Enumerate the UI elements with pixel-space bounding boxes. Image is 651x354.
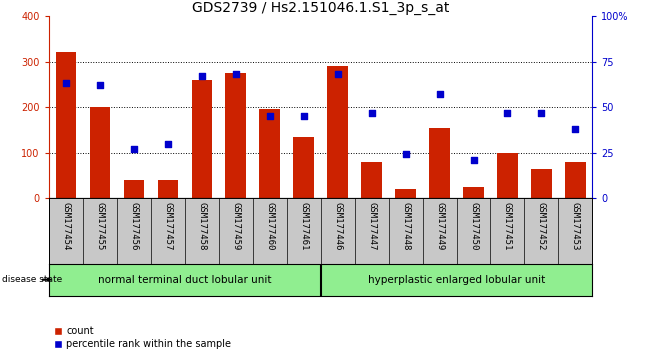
- Bar: [260, 109, 280, 198]
- Point: [61, 81, 71, 86]
- Point: [298, 113, 309, 119]
- Bar: [90, 107, 110, 198]
- Point: [128, 146, 139, 152]
- Text: GSM177446: GSM177446: [333, 201, 342, 250]
- Point: [367, 110, 377, 115]
- Text: GSM177448: GSM177448: [401, 201, 410, 250]
- Bar: [55, 52, 76, 198]
- Point: [94, 82, 105, 88]
- Bar: [464, 187, 484, 198]
- Point: [434, 91, 445, 97]
- Text: GSM177447: GSM177447: [367, 201, 376, 250]
- Text: GSM177456: GSM177456: [130, 201, 138, 250]
- Point: [163, 141, 173, 147]
- Point: [503, 110, 513, 115]
- Text: GSM177452: GSM177452: [537, 201, 546, 250]
- Text: hyperplastic enlarged lobular unit: hyperplastic enlarged lobular unit: [368, 275, 545, 285]
- Legend: count, percentile rank within the sample: count, percentile rank within the sample: [53, 326, 231, 349]
- Bar: [158, 180, 178, 198]
- Text: GSM177450: GSM177450: [469, 201, 478, 250]
- Text: normal terminal duct lobular unit: normal terminal duct lobular unit: [98, 275, 271, 285]
- Text: GSM177458: GSM177458: [197, 201, 206, 250]
- Point: [468, 157, 478, 163]
- Point: [333, 72, 343, 77]
- Text: GSM177449: GSM177449: [435, 201, 444, 250]
- Point: [264, 113, 275, 119]
- Text: disease state: disease state: [2, 275, 62, 284]
- Bar: [327, 66, 348, 198]
- Bar: [361, 162, 381, 198]
- Bar: [294, 137, 314, 198]
- Bar: [124, 180, 144, 198]
- Text: GSM177460: GSM177460: [265, 201, 274, 250]
- Point: [230, 72, 241, 77]
- Bar: [429, 127, 450, 198]
- Bar: [565, 162, 586, 198]
- Text: GSM177461: GSM177461: [299, 201, 308, 250]
- Point: [400, 152, 411, 157]
- Point: [536, 110, 547, 115]
- Text: GSM177457: GSM177457: [163, 201, 173, 250]
- Text: GSM177454: GSM177454: [61, 201, 70, 250]
- Title: GDS2739 / Hs2.151046.1.S1_3p_s_at: GDS2739 / Hs2.151046.1.S1_3p_s_at: [192, 1, 449, 15]
- Bar: [225, 73, 246, 198]
- Bar: [531, 169, 551, 198]
- Text: GSM177453: GSM177453: [571, 201, 580, 250]
- Point: [570, 126, 581, 132]
- Point: [197, 73, 207, 79]
- Bar: [497, 153, 518, 198]
- Bar: [395, 189, 416, 198]
- Text: GSM177455: GSM177455: [95, 201, 104, 250]
- Text: GSM177459: GSM177459: [231, 201, 240, 250]
- Bar: [191, 80, 212, 198]
- Text: GSM177451: GSM177451: [503, 201, 512, 250]
